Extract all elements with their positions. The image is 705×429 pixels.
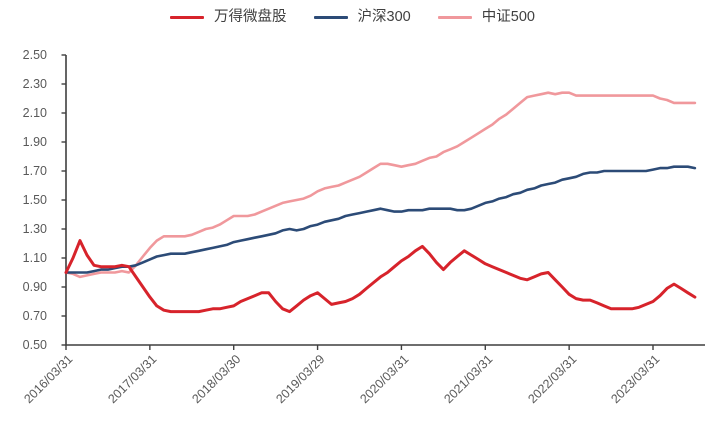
y-tick-label: 0.90 (22, 280, 47, 294)
x-tick-label-anchor: 2016/03/31 (0, 350, 76, 406)
series-line-2 (64, 91, 697, 279)
legend-item-wind-microcap: 万得微盘股 (170, 10, 287, 25)
y-tick-label: 2.50 (22, 48, 47, 62)
y-tick-label: 0.50 (22, 338, 47, 352)
legend-label: 沪深300 (357, 9, 411, 25)
legend-item-csi500: 中证500 (437, 9, 535, 25)
y-tick-label: 1.30 (22, 222, 47, 236)
y-tick-label: 1.70 (22, 164, 47, 178)
y-tick-label: 2.10 (22, 106, 47, 120)
series-line-1 (64, 165, 697, 274)
legend: 万得微盘股 沪深300 中证500 (0, 10, 705, 25)
x-tick-label-anchor: 2021/03/31 (401, 350, 495, 406)
x-tick-label-anchor: 2017/03/31 (66, 350, 160, 406)
legend-label: 中证500 (481, 9, 535, 25)
y-tick-label: 1.50 (22, 193, 47, 207)
y-tick-label: 2.30 (22, 77, 47, 91)
x-tick-label-anchor: 2022/03/31 (485, 350, 579, 406)
y-tick-label: 1.10 (22, 251, 47, 265)
x-tick-label-anchor: 2023/03/31 (569, 350, 663, 406)
x-tick-label-anchor: 2018/03/30 (150, 350, 243, 406)
y-tick-label: 1.90 (22, 135, 47, 149)
x-tick-label-anchor: 2019/03/29 (234, 350, 327, 406)
series-line-0 (64, 239, 697, 314)
y-tick-label: 0.70 (22, 309, 47, 323)
legend-item-csi300: 沪深300 (313, 9, 411, 25)
legend-label: 万得微盘股 (214, 9, 287, 25)
x-tick-label-anchor: 2020/03/31 (317, 350, 411, 406)
axis-lines (65, 55, 705, 346)
legend-line-swatch-navy (313, 15, 348, 19)
legend-line-swatch-red (170, 15, 205, 19)
legend-line-swatch-pink (437, 15, 472, 19)
